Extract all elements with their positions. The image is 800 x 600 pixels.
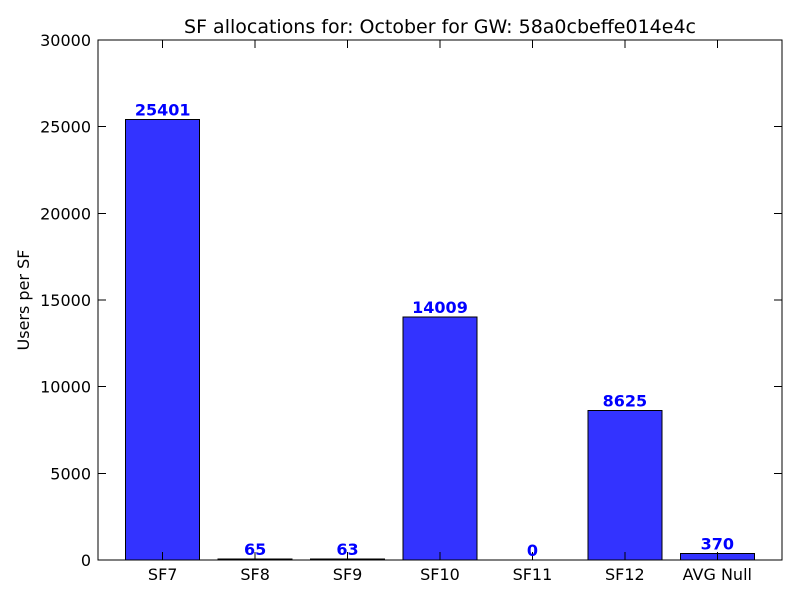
y-tick-label: 25000 (40, 118, 91, 137)
x-tick-label-sf7: SF7 (148, 565, 178, 584)
y-tick-label: 30000 (40, 31, 91, 50)
bars-layer (125, 119, 755, 561)
x-tick-label-sf10: SF10 (420, 565, 460, 584)
y-tick-label: 0 (81, 551, 91, 570)
data-label-sf8: 65 (244, 540, 266, 559)
x-tick-label-sf9: SF9 (333, 565, 363, 584)
x-tick-label-sf12: SF12 (605, 565, 645, 584)
x-tick-label-avg-null: AVG Null (683, 565, 752, 584)
data-label-sf11: 0 (527, 541, 538, 560)
bar-sf10 (402, 316, 478, 561)
data-label-sf7: 25401 (135, 101, 191, 120)
chart-title: SF allocations for: October for GW: 58a0… (184, 16, 696, 38)
y-axis-label: Users per SF (14, 250, 33, 351)
data-label-sf12: 8625 (603, 392, 648, 411)
y-tick-label: 5000 (50, 464, 91, 483)
axis-ticks: 0 5000 10000 15000 20000 25000 30000 SF7 SF8 SF9 S… (40, 31, 782, 584)
data-label-sf10: 14009 (412, 298, 468, 317)
x-tick-label-sf11: SF11 (513, 565, 553, 584)
data-labels: 25401 65 63 14009 0 8625 370 (135, 101, 734, 560)
y-tick-label: 10000 (40, 378, 91, 397)
data-label-sf9: 63 (336, 540, 358, 559)
data-label-avg-null: 370 (701, 535, 734, 554)
y-tick-label: 20000 (40, 204, 91, 223)
y-tick-label: 15000 (40, 291, 91, 310)
bar-sf12 (587, 410, 663, 561)
bar-sf7 (125, 119, 201, 561)
x-tick-label-sf8: SF8 (240, 565, 270, 584)
